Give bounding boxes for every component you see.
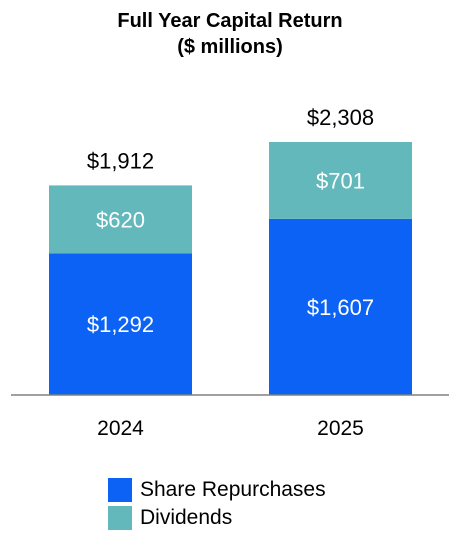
total-label-2025: $2,308 xyxy=(307,105,374,130)
bar-share-repurchases-2025 xyxy=(269,218,412,395)
stacked-bar-chart: $1,292 $620 $1,912 2024 $1,607 $701 $2,308 2025 xyxy=(11,105,449,440)
legend-label-dividends: Dividends xyxy=(140,506,233,529)
chart-title-block: Full Year Capital Return ($ millions) xyxy=(0,8,460,60)
bar-dividends-2024 xyxy=(49,185,192,254)
legend: Share Repurchases Dividends xyxy=(108,476,326,532)
legend-label-share-repurchases: Share Repurchases xyxy=(140,478,326,501)
total-label-2024: $1,912 xyxy=(87,148,154,173)
x-tick-label-2025: 2025 xyxy=(317,417,364,440)
bar-dividends-2025 xyxy=(269,142,412,219)
bar-share-repurchases-2024 xyxy=(49,253,192,395)
chart-subtitle: ($ millions) xyxy=(177,36,283,58)
data-label-dividends-2024: $620 xyxy=(96,207,145,232)
legend-item-dividends: Dividends xyxy=(108,504,326,532)
legend-swatch-share-repurchases xyxy=(108,478,132,502)
chart-title: Full Year Capital Return xyxy=(117,10,343,32)
x-tick-label-2024: 2024 xyxy=(97,417,144,440)
legend-swatch-dividends xyxy=(108,506,132,530)
data-label-dividends-2025: $701 xyxy=(316,168,365,193)
data-label-share-repurchases-2025: $1,607 xyxy=(307,295,374,320)
data-label-share-repurchases-2024: $1,292 xyxy=(87,312,154,337)
legend-item-share-repurchases: Share Repurchases xyxy=(108,476,326,504)
